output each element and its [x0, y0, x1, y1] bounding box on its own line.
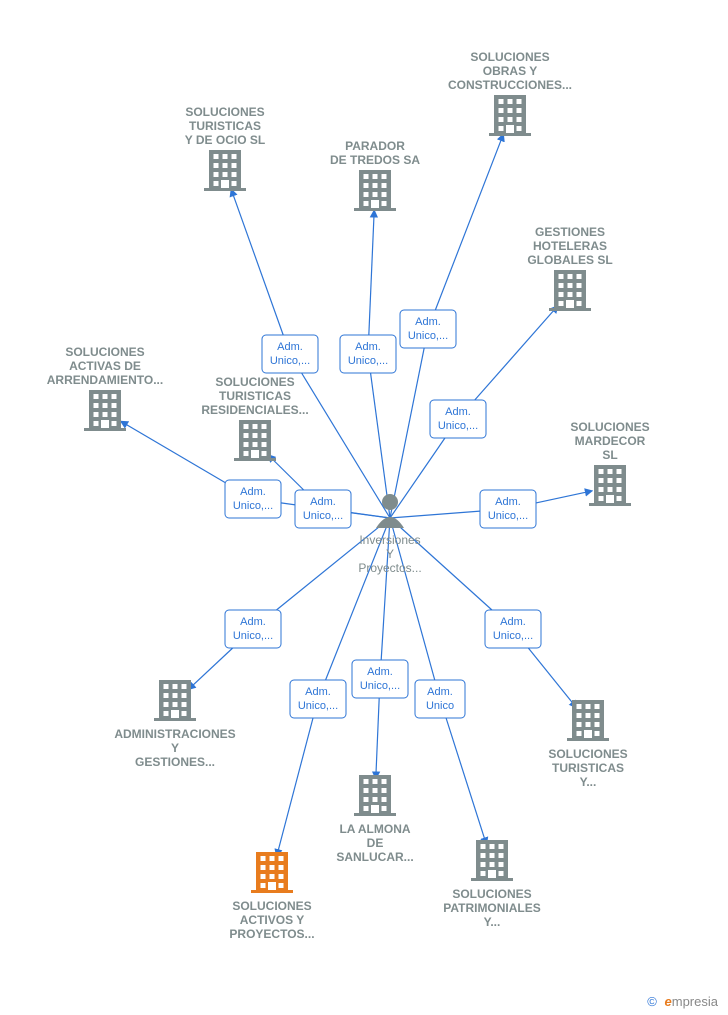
- svg-text:CONSTRUCCIONES...: CONSTRUCCIONES...: [448, 78, 572, 92]
- building-icon: [204, 150, 246, 191]
- edge-line: [390, 511, 480, 518]
- svg-text:PROYECTOS...: PROYECTOS...: [229, 927, 314, 941]
- brand-e: e: [665, 994, 672, 1009]
- edge-line: [188, 648, 233, 690]
- edge-label-text: Unico,...: [298, 700, 338, 712]
- building-icon: [154, 680, 196, 721]
- edge-line: [528, 648, 576, 708]
- nodes-layer: [84, 95, 631, 893]
- person-icon: [376, 494, 404, 528]
- svg-text:SL: SL: [602, 448, 617, 462]
- edge-line: [475, 306, 558, 400]
- svg-text:SOLUCIONES: SOLUCIONES: [65, 345, 144, 359]
- building-icon: [251, 852, 293, 893]
- svg-text:ARRENDAMIENTO...: ARRENDAMIENTO...: [47, 373, 163, 387]
- svg-text:GESTIONES: GESTIONES: [535, 225, 605, 239]
- svg-text:Y...: Y...: [580, 775, 597, 789]
- svg-text:DE: DE: [367, 836, 384, 850]
- svg-text:SOLUCIONES: SOLUCIONES: [232, 899, 311, 913]
- edge-label-text: Adm.: [240, 486, 266, 498]
- building-icon: [567, 700, 609, 741]
- edge-label-text: Unico: [426, 700, 454, 712]
- edge-label-text: Unico,...: [493, 630, 533, 642]
- edge-label-text: Adm.: [305, 686, 331, 698]
- building-icon: [471, 840, 513, 881]
- edge-label-text: Adm.: [500, 616, 526, 628]
- network-diagram: Adm. Unico,... Adm. Unico,... Adm. Unico,... A…: [0, 0, 728, 1015]
- edge-label-text: Unico,...: [360, 680, 400, 692]
- edge-labels-layer: Adm. Unico,... Adm. Unico,... Adm. Unico,... A…: [225, 310, 541, 718]
- brand-rest: mpresia: [672, 994, 718, 1009]
- copyright-symbol: ©: [647, 994, 657, 1009]
- svg-text:TURISTICAS: TURISTICAS: [189, 119, 261, 133]
- svg-text:TURISTICAS: TURISTICAS: [219, 389, 291, 403]
- building-icon: [549, 270, 591, 311]
- edge-label-text: Adm.: [277, 341, 303, 353]
- svg-text:SOLUCIONES: SOLUCIONES: [215, 375, 294, 389]
- building-icon: [84, 390, 126, 431]
- svg-text:ADMINISTRACIONES: ADMINISTRACIONES: [114, 727, 235, 741]
- svg-text:DE TREDOS SA: DE TREDOS SA: [330, 153, 420, 167]
- svg-text:GLOBALES SL: GLOBALES SL: [527, 253, 612, 267]
- svg-text:SOLUCIONES: SOLUCIONES: [452, 887, 531, 901]
- building-icon: [234, 420, 276, 461]
- svg-text:SOLUCIONES: SOLUCIONES: [570, 420, 649, 434]
- svg-text:OBRAS Y: OBRAS Y: [483, 64, 537, 78]
- edge-line: [446, 718, 486, 845]
- edge-label-text: Adm.: [445, 406, 471, 418]
- svg-text:LA ALMONA: LA ALMONA: [339, 822, 410, 836]
- svg-text:TURISTICAS: TURISTICAS: [552, 761, 624, 775]
- edge-label-text: Adm.: [415, 316, 441, 328]
- svg-text:HOTELERAS: HOTELERAS: [533, 239, 607, 253]
- edge-line: [231, 189, 283, 335]
- svg-text:SOLUCIONES: SOLUCIONES: [185, 105, 264, 119]
- svg-text:Y: Y: [171, 741, 179, 755]
- svg-text:PARADOR: PARADOR: [345, 139, 405, 153]
- edge-line: [376, 698, 379, 779]
- edge-line: [121, 421, 225, 482]
- svg-text:RESIDENCIALES...: RESIDENCIALES...: [201, 403, 308, 417]
- edge-label-text: Unico,...: [233, 500, 273, 512]
- svg-text:ACTIVOS Y: ACTIVOS Y: [240, 913, 304, 927]
- edge-label-text: Unico,...: [233, 630, 273, 642]
- edge-label-text: Unico,...: [408, 330, 448, 342]
- svg-text:MARDECOR: MARDECOR: [575, 434, 646, 448]
- svg-text:Y...: Y...: [484, 915, 501, 929]
- edge-label-text: Adm.: [355, 341, 381, 353]
- edge-label-text: Unico,...: [303, 510, 343, 522]
- edge-label-text: Adm.: [367, 666, 393, 678]
- svg-text:SANLUCAR...: SANLUCAR...: [336, 850, 413, 864]
- svg-text:Inversiones: Inversiones: [359, 533, 420, 547]
- svg-text:Y: Y: [386, 547, 394, 561]
- building-icon: [354, 775, 396, 816]
- footer-branding: © empresia: [647, 994, 718, 1009]
- edge-line: [435, 134, 503, 310]
- edge-label-text: Adm.: [427, 686, 453, 698]
- svg-text:GESTIONES...: GESTIONES...: [135, 755, 215, 769]
- edge-label-text: Adm.: [240, 616, 266, 628]
- edge-label-text: Unico,...: [438, 420, 478, 432]
- edge-label-text: Adm.: [495, 496, 521, 508]
- edge-label-text: Unico,...: [348, 355, 388, 367]
- edge-line: [369, 210, 374, 335]
- building-icon: [354, 170, 396, 211]
- svg-text:SOLUCIONES: SOLUCIONES: [548, 747, 627, 761]
- edge-label-text: Adm.: [310, 496, 336, 508]
- svg-text:ACTIVAS DE: ACTIVAS DE: [69, 359, 141, 373]
- edge-label-text: Unico,...: [270, 355, 310, 367]
- building-icon: [589, 465, 631, 506]
- edge-line: [536, 491, 592, 503]
- edge-line: [277, 718, 313, 857]
- svg-text:Proyectos...: Proyectos...: [358, 561, 421, 575]
- building-icon: [489, 95, 531, 136]
- svg-text:Y DE OCIO SL: Y DE OCIO SL: [185, 133, 265, 147]
- edge-label-text: Unico,...: [488, 510, 528, 522]
- svg-text:SOLUCIONES: SOLUCIONES: [470, 50, 549, 64]
- svg-text:PATRIMONIALES: PATRIMONIALES: [443, 901, 541, 915]
